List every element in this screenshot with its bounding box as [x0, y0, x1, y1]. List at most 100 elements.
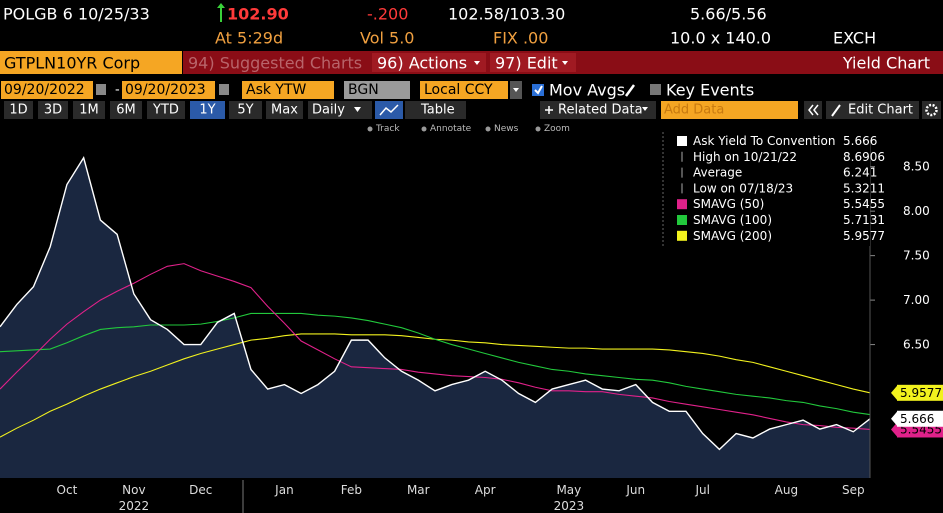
plot: 6.50 7.00 7.50 8.00 8.50 5.9577 5.5455 5.666 Oct…	[0, 132, 943, 513]
edit-button[interactable]	[490, 53, 576, 72]
edit-chart[interactable]: Edit Chart	[848, 103, 913, 118]
field-input[interactable]	[242, 81, 334, 99]
y-tick-label: 6.50	[903, 338, 930, 352]
key-events[interactable]: Key Events	[666, 81, 754, 100]
x-tick-label: Oct	[57, 483, 78, 497]
legend-label: SMAVG (200)	[693, 229, 772, 243]
related-data-button[interactable]	[540, 101, 656, 119]
tab-button[interactable]	[229, 101, 262, 119]
add-data[interactable]: Add Data	[664, 103, 724, 118]
actions[interactable]: 96) Actions	[377, 54, 467, 73]
end-date-input[interactable]	[122, 81, 215, 99]
tool[interactable]: Track	[375, 124, 400, 134]
series-line	[0, 156, 871, 451]
period-button[interactable]	[308, 101, 372, 119]
tool-icon	[535, 126, 541, 132]
collapse-icon	[808, 104, 814, 116]
source[interactable]: BGN	[348, 82, 379, 98]
legend-stat-label: High on 10/21/22	[693, 150, 797, 164]
tabs: 1D 3D 1M 6M YTD 1Y 5Y Max	[4, 101, 303, 119]
last-value-pointer	[891, 385, 897, 400]
pencil-icon[interactable]	[624, 84, 636, 97]
start-date-input[interactable]	[1, 81, 93, 99]
time: At 5:29d	[215, 29, 283, 48]
security: POLGB 6 10/25/33	[3, 5, 150, 24]
last-price: 102.90	[227, 5, 289, 24]
series-line	[0, 263, 871, 431]
tab[interactable]: 5Y	[237, 103, 253, 118]
year-label: 2023	[554, 499, 585, 513]
legend-value: 5.666	[843, 134, 877, 148]
start-date[interactable]: 09/20/2022	[4, 82, 85, 98]
mov-avgs[interactable]: Mov Avgs	[549, 81, 625, 100]
legend-box	[663, 132, 870, 246]
tool[interactable]: Annotate	[430, 124, 472, 134]
legend-value: 5.5455	[843, 197, 885, 211]
tab-button[interactable]	[147, 101, 185, 119]
calendar-icon[interactable]	[219, 84, 229, 95]
tab[interactable]: 6M	[116, 103, 136, 118]
currency[interactable]: Local CCY	[424, 82, 493, 98]
y-tick-label: 8.50	[903, 160, 930, 174]
key-events-checkbox[interactable]	[650, 84, 661, 95]
legend-stat-value: 5.3211	[843, 181, 885, 195]
bid-ask: 102.58/103.30	[448, 5, 565, 24]
settings-button[interactable]	[922, 101, 941, 119]
tab[interactable]: 1D	[9, 103, 27, 118]
edit[interactable]: 97) Edit	[495, 54, 558, 73]
tab[interactable]: Max	[271, 103, 298, 118]
related-data[interactable]: Related Data	[558, 103, 643, 118]
dropdown-icon	[513, 88, 519, 92]
calendar-icon[interactable]	[96, 84, 106, 95]
x-tick-label: Aug	[775, 483, 798, 497]
end-date[interactable]: 09/20/2023	[125, 82, 206, 98]
ticker[interactable]: GTPLN10YR Corp	[4, 54, 140, 73]
tab[interactable]: 1Y	[199, 103, 215, 118]
tab-button[interactable]	[110, 101, 142, 119]
period[interactable]: Daily	[312, 103, 345, 118]
legend-label: Ask Yield To Convention	[693, 134, 835, 148]
last-value-pointer	[891, 411, 897, 426]
tab-button[interactable]	[266, 101, 303, 119]
legend-label: SMAVG (50)	[693, 197, 764, 211]
legend-swatch	[677, 230, 687, 241]
tab[interactable]: 1M	[79, 103, 99, 118]
legend-stat-value: 8.6906	[843, 150, 885, 164]
tab-button[interactable]	[190, 101, 225, 119]
table[interactable]: Table	[420, 103, 455, 118]
x-tick-label: Dec	[189, 483, 212, 497]
legend-stat-label: Average	[693, 166, 742, 180]
legend-swatch	[677, 199, 687, 210]
series-line	[0, 312, 871, 416]
field[interactable]: Ask YTW	[246, 82, 307, 98]
year-label: 2022	[119, 499, 150, 513]
dropdown-icon	[642, 107, 648, 111]
add-data-input[interactable]	[661, 101, 798, 119]
table-button[interactable]	[405, 101, 466, 119]
tab[interactable]: 3D	[44, 103, 62, 118]
check-icon	[534, 85, 543, 95]
tab[interactable]: YTD	[152, 103, 179, 118]
date-separator: -	[115, 83, 120, 98]
x-tick-label: Jun	[625, 483, 645, 497]
collapse-button[interactable]	[804, 101, 822, 119]
edit-chart-button[interactable]	[826, 101, 919, 119]
suggested-charts[interactable]: 94) Suggested Charts	[188, 54, 362, 73]
tab-button[interactable]	[73, 101, 105, 119]
tool[interactable]: Zoom	[544, 124, 570, 134]
actions-button[interactable]	[372, 53, 486, 72]
screen-title: Yield Chart	[842, 54, 930, 73]
exchange: EXCH	[833, 29, 876, 48]
tab-button[interactable]	[38, 101, 68, 119]
currency-input[interactable]	[420, 81, 508, 99]
ticker-box[interactable]	[0, 51, 182, 74]
volume: Vol 5.0	[360, 29, 414, 48]
tool[interactable]: News	[494, 124, 519, 134]
source-input[interactable]	[344, 81, 410, 99]
chart-icon	[379, 104, 399, 116]
x-tick-label: Feb	[341, 483, 362, 497]
y-tick-label: 7.00	[903, 293, 930, 307]
tab-button[interactable]	[4, 101, 33, 119]
yield-bid-ask: 5.66/5.56	[690, 5, 767, 24]
